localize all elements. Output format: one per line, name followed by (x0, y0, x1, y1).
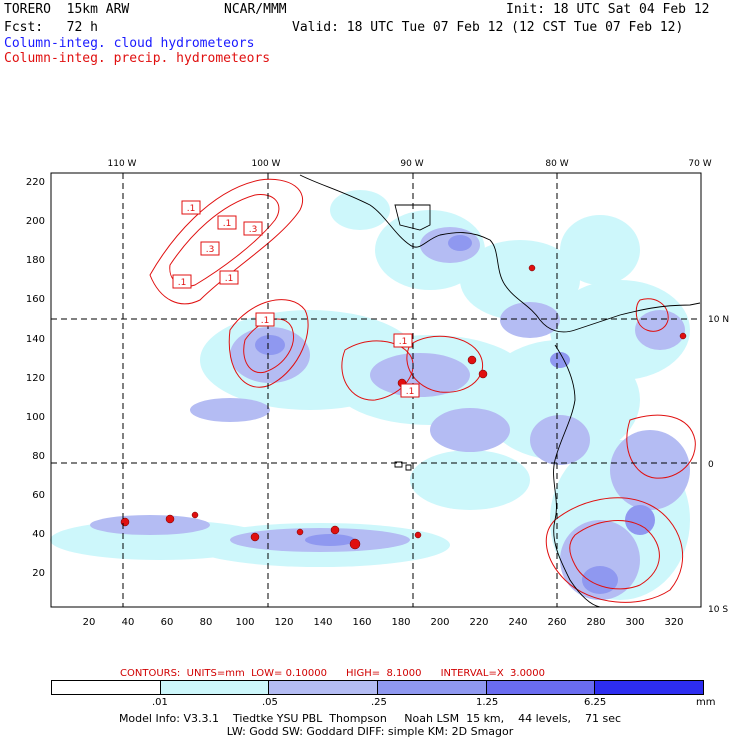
legend-swatch (269, 681, 379, 694)
x-tick-label: 80 (200, 617, 213, 628)
lat-label: 10 S (708, 605, 728, 615)
x-tick-label: 120 (274, 617, 293, 628)
bottom-x-ticks: 20 40 60 80 100 120 140 160 180 200 220 … (83, 617, 684, 628)
org-label: NCAR/MMM (224, 2, 287, 17)
x-tick-label: 240 (508, 617, 527, 628)
cloud-hydrometeor-shading (50, 190, 690, 600)
field-cloud-label: Column-integ. cloud hydrometeors (4, 36, 255, 51)
model-info-line2: LW: Godd SW: Goddard DIFF: simple KM: 2D… (226, 725, 514, 738)
lon-label: 90 W (400, 159, 423, 169)
hilo-label: .1 (399, 337, 408, 347)
map-panel: 110 W 100 W 90 W 80 W 70 W 10 N 0 10 S (26, 159, 729, 628)
map-frame (50, 172, 702, 608)
model-title: TORERO 15km ARW (4, 2, 130, 17)
lat-label: 0 (708, 460, 714, 470)
init-time: Init: 18 UTC Sat 04 Feb 12 (506, 2, 710, 17)
contour-info: CONTOURS: UNITS=mm LOW= 0.10000 HIGH= 8.… (120, 668, 546, 679)
y-tick-label: 180 (26, 255, 45, 266)
legend-label: 1.25 (476, 697, 499, 708)
left-y-ticks: 220 200 180 160 140 120 100 80 60 40 20 (26, 177, 45, 579)
x-tick-label: 200 (430, 617, 449, 628)
legend-label: 6.25 (584, 697, 607, 708)
x-tick-label: 300 (625, 617, 644, 628)
legend-swatch (595, 681, 704, 694)
x-tick-label: 140 (313, 617, 332, 628)
y-tick-label: 200 (26, 216, 45, 227)
y-tick-label: 140 (26, 334, 45, 345)
valid-time: Valid: 18 UTC Tue 07 Feb 12 (12 CST Tue … (292, 20, 684, 35)
legend-label: .25 (371, 697, 387, 708)
lon-label: 110 W (108, 159, 137, 169)
x-tick-label: 260 (547, 617, 566, 628)
legend-swatch (378, 681, 487, 694)
precip-maxima (120, 264, 687, 550)
x-tick-label: 160 (352, 617, 371, 628)
hilo-labels: .1 .1 .3 .3 .1 .1 .1 .1 .1 (172, 200, 420, 398)
hilo-label: .3 (249, 225, 258, 235)
hilo-label: .1 (261, 316, 270, 326)
x-tick-label: 280 (586, 617, 605, 628)
hilo-label: .1 (187, 204, 196, 214)
hilo-label: .3 (206, 245, 215, 255)
coastline (299, 174, 701, 608)
x-tick-label: 320 (664, 617, 683, 628)
y-tick-label: 60 (32, 490, 45, 501)
right-lat-labels: 10 N 0 10 S (708, 315, 729, 615)
hilo-label: .1 (223, 219, 232, 229)
hilo-label: .1 (406, 387, 415, 397)
legend-swatch (486, 681, 596, 694)
legend-label: .01 (152, 697, 168, 708)
lon-label: 70 W (688, 159, 711, 169)
lon-label: 100 W (252, 159, 281, 169)
color-legend (51, 680, 704, 695)
x-tick-label: 40 (122, 617, 135, 628)
graticule (51, 173, 701, 607)
forecast-hour: Fcst: 72 h (4, 20, 98, 35)
legend-swatch (52, 681, 161, 694)
top-lon-labels: 110 W 100 W 90 W 80 W 70 W (108, 159, 712, 169)
legend-label: .05 (262, 697, 278, 708)
hilo-label: .1 (225, 274, 234, 284)
model-info-line1: Model Info: V3.3.1 Tiedtke YSU PBL Thomp… (118, 712, 622, 725)
x-tick-label: 220 (469, 617, 488, 628)
lat-label: 10 N (708, 315, 729, 325)
y-tick-label: 160 (26, 294, 45, 305)
legend-swatch (160, 681, 270, 694)
x-tick-label: 180 (391, 617, 410, 628)
y-tick-label: 220 (26, 177, 45, 188)
y-tick-label: 40 (32, 529, 45, 540)
y-tick-label: 120 (26, 373, 45, 384)
y-tick-label: 100 (26, 412, 45, 423)
y-tick-label: 80 (32, 451, 45, 462)
hilo-label: .1 (178, 278, 187, 288)
x-tick-label: 60 (161, 617, 174, 628)
lon-label: 80 W (545, 159, 568, 169)
x-tick-label: 20 (83, 617, 96, 628)
x-tick-label: 100 (235, 617, 254, 628)
legend-units: mm (696, 697, 716, 708)
y-tick-label: 20 (32, 568, 45, 579)
field-precip-label: Column-integ. precip. hydrometeors (4, 51, 271, 66)
